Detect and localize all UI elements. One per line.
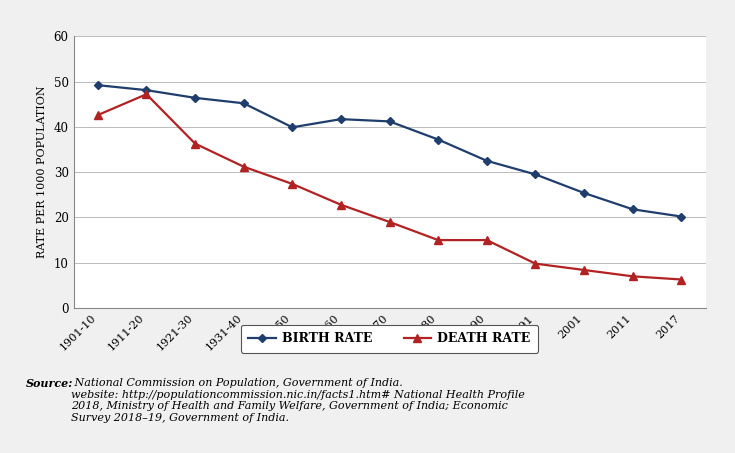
Legend: BIRTH RATE, DEATH RATE: BIRTH RATE, DEATH RATE xyxy=(241,325,538,352)
Text: Source:: Source: xyxy=(26,378,73,389)
Text: National Commission on Population, Government of India.
website: http://populati: National Commission on Population, Gover… xyxy=(71,378,526,423)
Y-axis label: RATE PER 1000 POPULATION: RATE PER 1000 POPULATION xyxy=(37,86,47,259)
